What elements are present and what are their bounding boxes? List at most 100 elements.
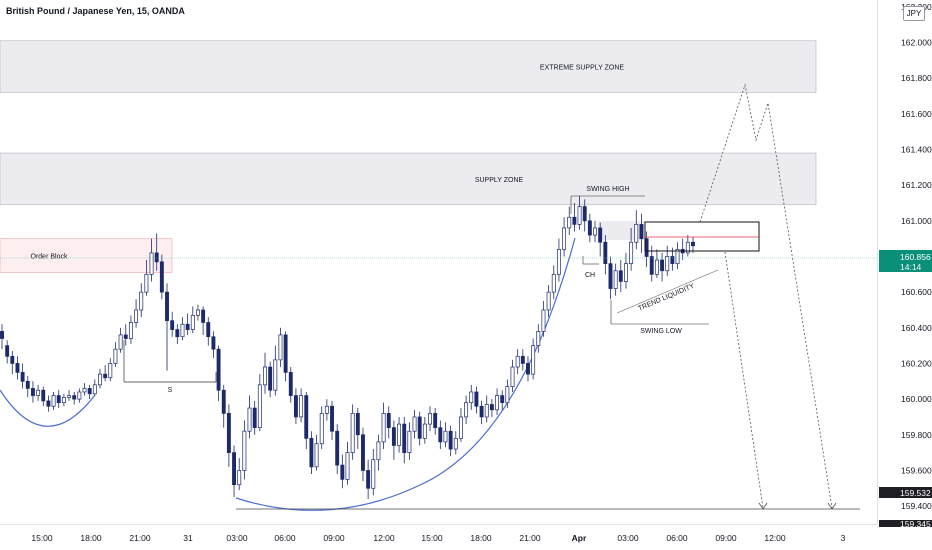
candle[interactable] bbox=[608, 256, 613, 300]
candle[interactable] bbox=[577, 195, 582, 230]
candle[interactable] bbox=[515, 349, 520, 375]
candle[interactable] bbox=[314, 434, 319, 471]
candle[interactable] bbox=[201, 306, 206, 335]
candle[interactable] bbox=[541, 301, 546, 337]
target-price-badge[interactable] bbox=[879, 487, 932, 498]
candle[interactable] bbox=[598, 222, 603, 257]
candle[interactable] bbox=[15, 356, 20, 380]
candle[interactable] bbox=[108, 358, 113, 382]
candle[interactable] bbox=[10, 350, 15, 375]
candle[interactable] bbox=[381, 402, 386, 450]
price-axis-bg[interactable] bbox=[878, 0, 932, 550]
candle[interactable] bbox=[41, 386, 46, 407]
candle[interactable] bbox=[417, 411, 422, 446]
candle[interactable] bbox=[587, 213, 592, 243]
candle[interactable] bbox=[464, 395, 469, 425]
candle[interactable] bbox=[288, 367, 293, 403]
candle[interactable] bbox=[159, 254, 164, 300]
candle[interactable] bbox=[355, 408, 360, 450]
candle[interactable] bbox=[149, 238, 154, 282]
candle[interactable] bbox=[268, 361, 273, 398]
candle[interactable] bbox=[134, 299, 139, 328]
candle[interactable] bbox=[484, 395, 489, 423]
candle[interactable] bbox=[505, 379, 510, 409]
candle[interactable] bbox=[422, 416, 427, 444]
candle[interactable] bbox=[67, 390, 71, 401]
candle[interactable] bbox=[25, 375, 30, 398]
candle[interactable] bbox=[20, 363, 25, 389]
candle[interactable] bbox=[489, 399, 494, 417]
candle[interactable] bbox=[520, 349, 525, 371]
candle[interactable] bbox=[113, 342, 118, 368]
candle[interactable] bbox=[546, 285, 551, 318]
candle[interactable] bbox=[613, 263, 618, 296]
candle[interactable] bbox=[180, 317, 185, 341]
candle[interactable] bbox=[433, 408, 438, 435]
candle[interactable] bbox=[170, 311, 175, 337]
candle[interactable] bbox=[366, 459, 371, 499]
current-price-badge[interactable] bbox=[879, 250, 932, 272]
candle[interactable] bbox=[572, 202, 577, 232]
candle[interactable] bbox=[531, 338, 536, 380]
candle[interactable] bbox=[61, 393, 66, 407]
candle[interactable] bbox=[98, 368, 102, 389]
candle[interactable] bbox=[87, 384, 92, 400]
candle[interactable] bbox=[263, 352, 267, 394]
candle[interactable] bbox=[72, 391, 77, 405]
candle[interactable] bbox=[221, 384, 226, 428]
candle[interactable] bbox=[500, 390, 505, 410]
candle[interactable] bbox=[397, 416, 402, 453]
candle[interactable] bbox=[428, 406, 432, 432]
candle[interactable] bbox=[443, 422, 448, 448]
candle[interactable] bbox=[624, 252, 628, 289]
candle[interactable] bbox=[128, 315, 133, 344]
candle[interactable] bbox=[252, 400, 257, 435]
candle[interactable] bbox=[660, 252, 665, 282]
candle[interactable] bbox=[206, 317, 211, 346]
candle[interactable] bbox=[304, 391, 309, 450]
candle[interactable] bbox=[536, 324, 541, 353]
candle[interactable] bbox=[448, 425, 453, 457]
candle[interactable] bbox=[103, 365, 108, 382]
candle[interactable] bbox=[36, 384, 41, 401]
candle[interactable] bbox=[30, 381, 35, 403]
candle[interactable] bbox=[495, 388, 499, 416]
candle[interactable] bbox=[324, 399, 329, 421]
candle[interactable] bbox=[319, 406, 324, 450]
candle[interactable] bbox=[299, 388, 304, 423]
candle[interactable] bbox=[665, 245, 670, 277]
candle[interactable] bbox=[438, 420, 443, 450]
candle[interactable] bbox=[526, 356, 530, 382]
candle[interactable] bbox=[675, 242, 680, 269]
symbol-title[interactable]: British Pound / Japanese Yen, 15, OANDA bbox=[6, 6, 185, 16]
candle[interactable] bbox=[562, 217, 567, 257]
candle[interactable] bbox=[232, 445, 237, 498]
candle[interactable] bbox=[634, 210, 639, 250]
candle[interactable] bbox=[593, 220, 597, 243]
candle[interactable] bbox=[51, 391, 56, 410]
candle[interactable] bbox=[309, 431, 314, 475]
candle[interactable] bbox=[680, 238, 685, 261]
candle[interactable] bbox=[247, 395, 252, 439]
candle[interactable] bbox=[5, 340, 10, 364]
candle[interactable] bbox=[345, 441, 350, 485]
candle[interactable] bbox=[582, 199, 587, 232]
candle[interactable] bbox=[510, 359, 515, 392]
candle[interactable] bbox=[82, 383, 87, 396]
candle[interactable] bbox=[46, 395, 51, 412]
candle[interactable] bbox=[453, 431, 458, 455]
candle[interactable] bbox=[340, 454, 345, 489]
candle[interactable] bbox=[603, 235, 608, 275]
candle[interactable] bbox=[185, 313, 190, 335]
candle[interactable] bbox=[335, 424, 340, 475]
candle[interactable] bbox=[685, 235, 690, 257]
candle[interactable] bbox=[386, 406, 391, 439]
candle[interactable] bbox=[242, 420, 247, 480]
candle[interactable] bbox=[556, 238, 561, 282]
candle[interactable] bbox=[123, 324, 128, 346]
candle[interactable] bbox=[629, 227, 634, 271]
candle[interactable] bbox=[330, 400, 334, 441]
candle[interactable] bbox=[691, 236, 695, 253]
candle[interactable] bbox=[412, 409, 417, 439]
